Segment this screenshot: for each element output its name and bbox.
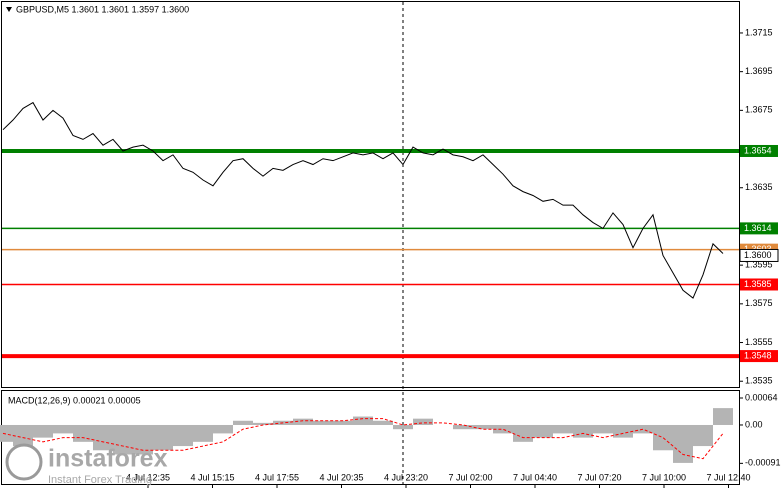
x-tick-label: 7 Jul 02:00 (448, 472, 492, 482)
macd-bar (333, 420, 353, 425)
macd-bar (653, 424, 673, 451)
x-tick-label: 4 Jul 23:20 (384, 472, 428, 482)
y-tick-label: 1.3595 (745, 260, 773, 270)
x-tick-label: 4 Jul 15:15 (190, 472, 234, 482)
y-tick-label: -0.00091 (745, 458, 781, 468)
level-label: 1.3585 (744, 279, 772, 289)
level-tag (740, 222, 778, 235)
y-tick-label: 0.00 (745, 419, 763, 429)
macd-bar (673, 424, 693, 463)
main-frame (1, 1, 740, 388)
price-line (2, 101, 724, 299)
macd-bar (53, 424, 73, 434)
x-tick-label: 4 Jul 17:55 (255, 472, 299, 482)
macd-bar (373, 420, 393, 425)
x-tick-label: 7 Jul 10:00 (642, 472, 686, 482)
level-label: 1.3548 (744, 350, 772, 360)
macd-bar (493, 424, 513, 434)
y-tick-label: 1.3695 (745, 66, 773, 76)
brand: instaforex (48, 445, 168, 473)
symbol-marker (6, 7, 12, 12)
price-tag (739, 248, 779, 262)
macd-bar (413, 418, 433, 425)
macd-title: MACD(12,26,9) 0.00021 0.00005 (8, 395, 141, 405)
y-tick-label: 0.00064 (745, 392, 778, 402)
macd-bar (633, 424, 653, 434)
y-tick-label: 1.3715 (745, 27, 773, 37)
x-tick-label: 4 Jul 12:35 (126, 472, 170, 482)
y-tick-label: 1.3575 (745, 298, 773, 308)
level-tag (740, 144, 778, 157)
macd-bar (0, 424, 13, 442)
macd-bar (13, 424, 33, 447)
macd-bar (473, 424, 493, 430)
y-tick-label: 1.3635 (745, 182, 773, 192)
macd-bar (93, 424, 113, 451)
macd-bar (173, 424, 193, 447)
macd-bar (393, 424, 413, 430)
tagline: Instant Forex Trading (48, 474, 152, 486)
y-tick-label: 1.3675 (745, 105, 773, 115)
macd-bar (533, 424, 553, 438)
macd-bar (613, 424, 633, 438)
macd-bar (153, 424, 173, 451)
level-label: 1.3654 (744, 145, 772, 155)
level-tag (740, 278, 778, 291)
level-label: 1.3614 (744, 223, 772, 233)
macd-bar (193, 424, 213, 442)
macd-bar (293, 418, 313, 425)
macd-bar (133, 424, 153, 455)
x-tick-label: 7 Jul 12:40 (706, 472, 750, 482)
watermark: instaforex Instant Forex Trading (5, 443, 168, 486)
macd-bar (713, 408, 733, 425)
macd-bar (73, 424, 93, 442)
macd-bar (253, 422, 273, 425)
x-tick-label: 4 Jul 20:35 (319, 472, 363, 482)
y-tick-label: 1.3555 (745, 337, 773, 347)
y-tick-label: 1.3535 (745, 376, 773, 386)
x-tick-label: 7 Jul 07:20 (577, 472, 621, 482)
macd-bar (693, 424, 713, 447)
macd-bar (553, 424, 573, 434)
macd-bar (353, 416, 373, 425)
logo (5, 443, 43, 481)
level-tag (740, 350, 778, 363)
macd-bar (513, 424, 533, 442)
macd-bar (233, 420, 253, 425)
macd-bar (313, 420, 333, 425)
macd-bar (33, 424, 53, 438)
signal-line (2, 418, 724, 460)
x-tick-label: 7 Jul 04:40 (513, 472, 557, 482)
macd-bar (213, 424, 233, 434)
price-label: 1.3600 (744, 250, 772, 260)
macd-bar (453, 424, 473, 430)
macd-bar (573, 424, 593, 438)
macd-bar (593, 424, 613, 434)
chart-title: GBPUSD,M5 1.3601 1.3601 1.3597 1.3600 (16, 4, 189, 14)
